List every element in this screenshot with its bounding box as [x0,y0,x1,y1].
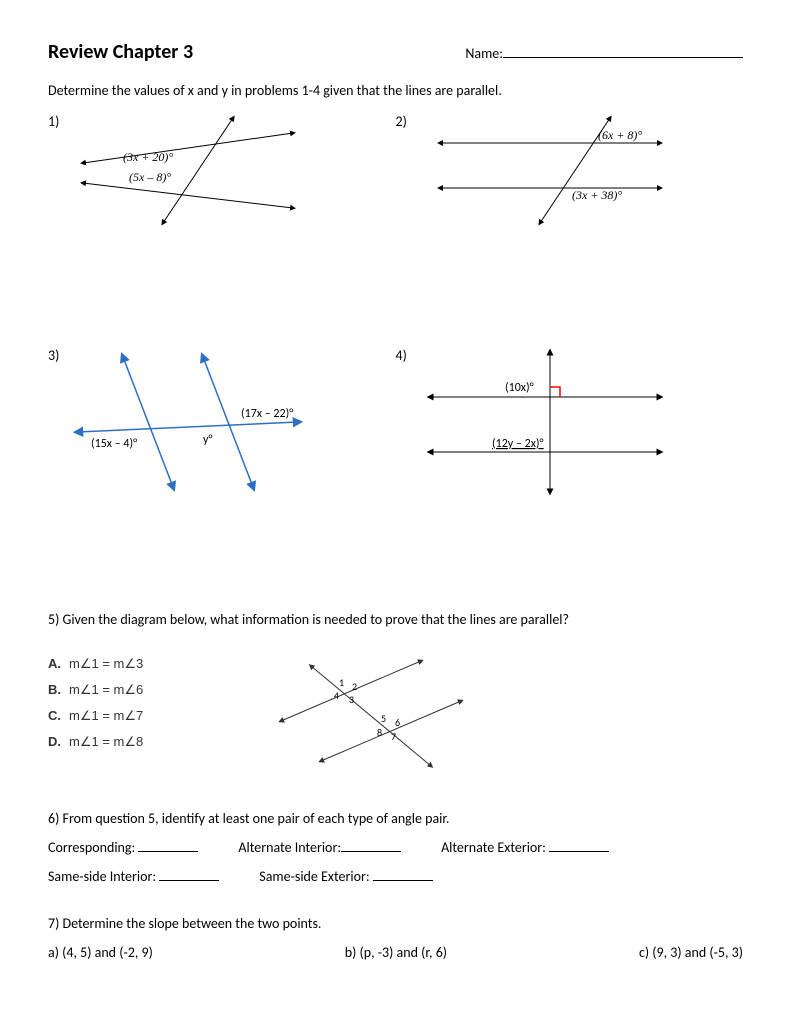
q6-ss-interior: Same-side Interior: [48,868,219,885]
svg-text:(6x + 8)°: (6x + 8)° [598,128,642,142]
svg-text:7: 7 [391,730,396,743]
problem-2-diagram: (6x + 8)° (3x + 38)° [410,113,670,233]
q6-ssint-blank[interactable] [159,880,219,881]
q6-alt-exterior: Alternate Exterior: [441,839,609,856]
problem-3-number: 3) [48,347,59,364]
q6-text: 6) From question 5, identify at least on… [48,810,743,827]
q6-ss-exterior: Same-side Exterior: [259,868,432,885]
svg-text:(5x – 8)°: (5x – 8)° [129,170,171,184]
svg-text:(17x – 22)°: (17x – 22)° [241,407,293,421]
name-field: Name: [465,45,743,62]
svg-text:4: 4 [334,689,339,702]
q5-diagram: 1 2 3 4 5 6 7 8 [261,646,481,776]
svg-text:(10x)°: (10x)° [505,381,534,395]
svg-text:2: 2 [352,680,357,693]
q5-options: A.m∠1 = m∠3 B.m∠1 = m∠6 C.m∠1 = m∠7 D.m∠… [48,646,258,760]
svg-text:5: 5 [381,712,386,725]
q6-corr-blank[interactable] [138,851,198,852]
svg-text:3: 3 [349,693,354,706]
name-label: Name: [465,45,503,62]
instructions: Determine the values of x and y in probl… [48,82,743,99]
q7-a: a) (4, 5) and (-2, 9) [48,944,153,961]
svg-text:6: 6 [395,716,400,729]
q6-altext-blank[interactable] [549,851,609,852]
problem-2-number: 2) [396,113,407,130]
q5-option-b: B.m∠1 = m∠6 [48,682,258,698]
name-blank[interactable] [503,57,743,58]
q7-text: 7) Determine the slope between the two p… [48,915,743,932]
q7-b: b) (p, -3) and (r, 6) [345,944,447,961]
q5-text: 5) Given the diagram below, what informa… [48,611,743,628]
q6-alt-interior: Alternate Interior: [238,839,401,856]
problem-4-number: 4) [396,347,407,364]
q5-option-c: C.m∠1 = m∠7 [48,708,258,724]
svg-text:(12y – 2x)°: (12y – 2x)° [492,437,544,451]
page-title: Review Chapter 3 [48,40,193,64]
q7-c: c) (9, 3) and (-5, 3) [639,944,743,961]
problem-1-diagram: (3x + 20)° (5x – 8)° [63,113,323,233]
q6-corresponding: Corresponding: [48,839,198,856]
svg-text:1: 1 [339,676,344,689]
problem-4-diagram: (10x)° (12y – 2x)° [410,347,670,497]
svg-text:y°: y° [203,433,213,447]
q6-altint-blank[interactable] [341,851,401,852]
q6-ssext-blank[interactable] [373,880,433,881]
problem-1-number: 1) [48,113,59,130]
svg-text:(15x – 4)°: (15x – 4)° [91,437,137,451]
problem-3-diagram: (17x – 22)° (15x – 4)° y° [63,347,323,497]
svg-text:(3x + 20)°: (3x + 20)° [123,150,173,164]
q5-option-d: D.m∠1 = m∠8 [48,734,258,750]
q5-option-a: A.m∠1 = m∠3 [48,656,258,672]
svg-text:(3x + 38)°: (3x + 38)° [572,188,622,202]
svg-text:8: 8 [377,726,382,739]
